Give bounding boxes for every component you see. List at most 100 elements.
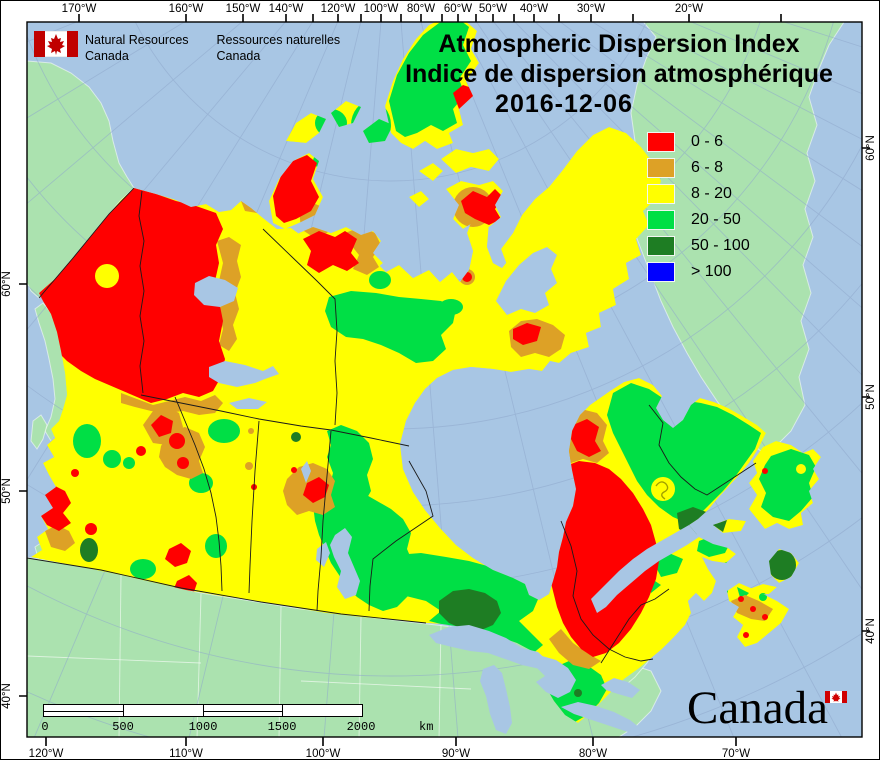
- axis-label: 40°N: [1, 683, 13, 709]
- axis-label: 50°N: [1, 478, 13, 504]
- scale-bar-segments: [43, 704, 363, 717]
- scale-tick-label: 1500: [267, 720, 297, 734]
- nwt-nunavut-border: [262, 228, 338, 426]
- legend-row: 8 - 20: [647, 184, 750, 204]
- scale-segment: [203, 705, 284, 716]
- foxe-basin: [496, 247, 557, 315]
- canada-us-border: [27, 557, 427, 624]
- lake-superior: [429, 625, 548, 669]
- adi-layer: [31, 22, 821, 723]
- on-qc-border: [560, 520, 654, 662]
- legend-swatch-blue: [647, 262, 675, 282]
- lake-winnipeg: [330, 528, 360, 599]
- lake-athabasca: [229, 398, 267, 409]
- axis-label: 160°W: [169, 3, 204, 15]
- axis-label: 30°W: [577, 3, 605, 15]
- scale-tick-label: 500: [112, 720, 134, 734]
- legend-swatch-yellow: [647, 184, 675, 204]
- lake-winnipegosis: [316, 542, 330, 567]
- lake-ontario: [601, 678, 640, 698]
- scale-segment: [283, 705, 362, 716]
- axis-label: 50°N: [865, 384, 877, 410]
- axis-ticks: [19, 14, 870, 746]
- legend-label: > 100: [691, 263, 732, 280]
- axis-label: 100°W: [364, 3, 399, 15]
- st-lawrence-river: [591, 525, 699, 613]
- maine-nb-border: [600, 588, 670, 664]
- axis-label: 50°W: [479, 3, 507, 15]
- legend-row: > 100: [647, 262, 750, 282]
- axis-label: 60°W: [444, 3, 472, 15]
- title-date: 2016-12-06: [495, 90, 633, 118]
- nrcan-en-line2: Canada: [85, 48, 129, 63]
- axis-label: 170°W: [62, 3, 97, 15]
- legend-swatch-orange: [647, 158, 675, 178]
- legend-row: 0 - 6: [647, 132, 750, 152]
- axis-label: 120°W: [321, 3, 356, 15]
- legend-label: 20 - 50: [691, 211, 741, 228]
- reindeer-lake: [301, 461, 311, 483]
- contour-squiggle: [655, 481, 669, 500]
- legend-row: 20 - 50: [647, 210, 750, 230]
- map-frame: [26, 21, 863, 738]
- adi-red-regions: [33, 59, 768, 657]
- wordmark-flag-icon: [825, 691, 847, 703]
- legend-label: 6 - 8: [691, 159, 724, 176]
- axis-label: 120°W: [29, 748, 64, 760]
- axis-label: 90°W: [442, 748, 470, 760]
- map-title: Atmospheric Dispersion Index Indice de d…: [369, 29, 869, 119]
- legend-label: 0 - 6: [691, 133, 724, 150]
- axis-label: 40°W: [520, 3, 548, 15]
- axis-label: 20°W: [675, 3, 703, 15]
- lake-erie: [561, 702, 640, 732]
- yukon-nwt-border: [138, 190, 145, 394]
- scale-segment: [124, 705, 204, 716]
- nrcan-signature: Natural Resources Canada Ressources natu…: [34, 31, 340, 64]
- bc-ab-border: [174, 396, 223, 592]
- scale-segment: [44, 705, 124, 716]
- haida-gwaii: [30, 414, 48, 450]
- legend-row: 6 - 8: [647, 158, 750, 178]
- scale-tick-label: 2000: [346, 720, 376, 734]
- legend-swatch-red: [647, 132, 675, 152]
- axis-label: 60°N: [865, 135, 877, 161]
- axis-label: 150°W: [226, 3, 261, 15]
- alaska-border: [38, 187, 135, 299]
- great-bear-lake: [194, 276, 238, 307]
- axis-label: 70°W: [722, 748, 750, 760]
- adi-yellow-spots: [95, 264, 806, 501]
- axis-label: 80°W: [407, 3, 435, 15]
- legend-row: 50 - 100: [647, 236, 750, 256]
- lake-michigan: [480, 665, 512, 734]
- sixtieth-parallel-border: [140, 394, 410, 447]
- ab-sk-border: [248, 420, 260, 594]
- canada-wordmark: Canada: [687, 682, 828, 734]
- axis-label: 80°W: [579, 748, 607, 760]
- nrcan-fr-line2: Canada: [216, 48, 261, 63]
- axis-label: 40°N: [865, 618, 877, 644]
- boundaries: [27, 187, 757, 664]
- legend: 0 - 6 6 - 8 8 - 20 20 - 50 50 - 100 > 10…: [647, 132, 750, 288]
- scale-tick-label: 0: [41, 720, 49, 734]
- title-english: Atmospheric Dispersion Index: [438, 30, 800, 58]
- legend-swatch-darkgreen: [647, 236, 675, 256]
- mb-on-border: [368, 460, 434, 612]
- sk-mb-border: [316, 430, 332, 612]
- nrcan-fr-line1: Ressources naturelles: [216, 33, 341, 47]
- qc-nl-border: [648, 404, 757, 496]
- legend-label: 50 - 100: [691, 237, 750, 254]
- axis-label: 60°N: [1, 271, 13, 297]
- nrcan-en-line1: Natural Resources: [85, 33, 189, 47]
- axis-label: 100°W: [306, 748, 341, 760]
- title-french: Indice de dispersion atmosphérique: [405, 60, 833, 88]
- legend-swatch-green: [647, 210, 675, 230]
- scale-unit-label: km: [419, 720, 434, 734]
- lakes: [194, 247, 699, 734]
- axis-label: 110°W: [169, 748, 203, 760]
- lake-huron: [528, 656, 576, 698]
- axis-labels: 170°W 160°W 150°W 140°W 120°W 100°W 80°W…: [1, 3, 877, 760]
- axis-label: 140°W: [269, 3, 304, 15]
